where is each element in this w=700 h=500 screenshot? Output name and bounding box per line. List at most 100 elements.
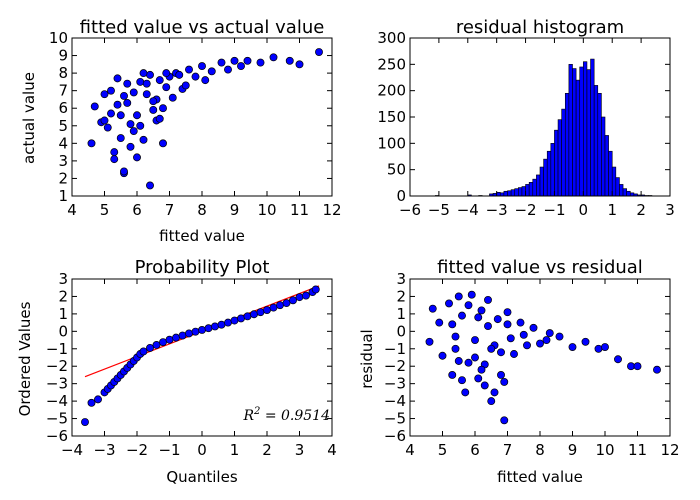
panel-fitted-vs-residual-ylabel: residual [358,329,376,388]
panel-probability-plot-point [276,301,284,310]
panel-probability-plot-point [217,320,226,329]
panel-residual-histogram-bar [583,61,588,197]
panel-probability-plot-point [311,285,320,294]
panel-fitted-vs-actual-point [198,62,206,71]
panel-residual-histogram-title: residual histogram [456,17,624,38]
panel-fitted-vs-residual: fitted value vs residual fitted value re… [358,257,680,486]
panel-residual-histogram-bar [554,129,559,197]
panel-fitted-vs-residual-point [464,301,473,310]
panel-fitted-vs-actual-point [155,76,164,85]
panel-fitted-vs-residual-xtick-label: 5 [438,441,448,459]
panel-residual-histogram-bar [572,68,577,197]
panel-residual-histogram-bar [518,187,523,197]
panel-fitted-vs-residual-point [474,313,483,322]
panel-fitted-vs-actual-point [136,121,145,130]
panel-residual-histogram-bar [528,182,534,197]
panel-fitted-vs-residual-point [474,374,483,383]
panel-fitted-vs-residual-point [510,350,518,358]
panel-probability-plot-ytick-label: 3 [58,270,68,288]
panel-fitted-vs-actual-point [162,83,171,92]
panel-fitted-vs-actual-point [116,111,125,120]
panel-residual-histogram-bar [503,190,508,197]
panel-fitted-vs-residual-ytick-label: 0 [396,322,406,340]
panel-probability-plot-r-squared-annotation: R2 = 0.9514 [242,406,330,424]
panel-fitted-vs-residual-point [490,388,499,397]
panel-fitted-vs-actual-ytick-label: 8 [58,64,68,82]
panel-residual-histogram-xtick-label: 2 [636,201,646,219]
panel-residual-histogram-bar [536,174,541,197]
panel-probability-plot-point [165,335,174,344]
panel-residual-histogram: residual histogram −6 −5 −4 −3 −2 −1 0 1 2 305010… [377,17,674,219]
panel-residual-histogram-bar [539,166,544,197]
panel-fitted-vs-actual-point [237,62,245,71]
panel-fitted-vs-residual-point [519,330,528,339]
panel-fitted-vs-actual-point [87,139,96,148]
panel-residual-histogram-bar [593,85,599,197]
panel-fitted-vs-residual-xtick-label: 6 [470,441,480,459]
panel-fitted-vs-actual-point [315,48,323,56]
panel-probability-plot-point [198,325,206,334]
panel-fitted-vs-residual-point [484,295,492,304]
panel-residual-histogram-bar [579,66,584,197]
panel-fitted-vs-residual-point [503,308,512,317]
panel-fitted-vs-actual-point [295,60,304,69]
panel-probability-plot-ytick-label: 2 [58,287,68,305]
panel-fitted-vs-actual-point [120,91,128,100]
panel-residual-histogram-bar [521,186,526,197]
panel-fitted-vs-actual-point [175,70,184,79]
panel-probability-plot-point [256,308,265,317]
panel-residual-histogram-xtick-label: −3 [486,201,508,219]
panel-residual-histogram-xtick-label: −2 [514,201,536,219]
panel-residual-histogram-bar [507,190,512,197]
panel-fitted-vs-actual-point [191,72,200,81]
panel-fitted-vs-actual-point [146,70,154,79]
panel-residual-histogram-ytick-label: 50 [387,161,406,179]
panel-fitted-vs-actual-point [224,65,232,74]
panel-probability-plot-point [211,322,219,331]
panel-probability-plot-point [295,293,304,302]
panel-fitted-vs-residual-ytick-label: −6 [384,427,406,445]
panel-probability-plot-point [250,310,258,319]
panel-fitted-vs-actual-ytick-label: 4 [58,134,68,152]
panel-fitted-vs-actual-xtick-label: 12 [322,201,341,219]
panel-probability-plot-point [146,343,154,352]
panel-fitted-vs-residual-point [480,381,489,390]
panel-residual-histogram-bar [622,188,627,197]
panel-fitted-vs-actual-point [159,139,167,148]
panel-fitted-vs-residual-point [581,337,590,346]
panel-residual-histogram-bar [514,188,519,197]
panel-probability-plot-point [178,331,187,340]
panel-fitted-vs-residual-point [594,344,603,353]
panel-fitted-vs-actual-ytick-label: 7 [58,82,68,100]
panel-residual-histogram-bar [619,184,624,197]
panel-fitted-vs-residual-point [448,320,457,329]
panel-probability-plot-ytick-label: −1 [46,340,68,358]
panel-fitted-vs-actual-point [149,106,158,114]
panel-fitted-vs-residual-point [601,343,609,351]
panel-fitted-vs-residual-xtick-label: 10 [595,441,614,459]
panel-fitted-vs-residual-point [568,343,577,351]
panel-residual-histogram-bar [604,135,609,197]
panel-fitted-vs-actual-point [181,81,190,90]
panel-probability-plot-point [224,318,232,327]
panel-fitted-vs-actual-point [129,88,138,97]
panel-fitted-vs-actual-point [155,114,164,123]
panel-fitted-vs-actual-point [123,99,132,107]
panel-fitted-vs-actual-point [185,65,193,74]
panel-fitted-vs-residual-xtick-label: 4 [405,441,415,459]
panel-residual-histogram-bar [590,58,595,197]
panel-fitted-vs-actual-point [139,69,148,78]
panel-fitted-vs-residual-point [471,353,479,362]
panel-residual-histogram-xtick-label: 3 [665,201,675,219]
panel-probability-plot-point [269,303,278,312]
panel-residual-histogram-ytick-label: 200 [377,82,406,100]
panel-residual-histogram-bar [597,93,602,197]
panel-fitted-vs-residual-point [438,351,447,360]
panel-fitted-vs-actual-point [142,90,151,99]
panel-fitted-vs-residual-point [545,329,554,338]
panel-fitted-vs-residual-point [435,318,444,327]
panel-fitted-vs-residual-ytick-label: −1 [384,340,406,358]
panel-probability-plot-xtick-label: 3 [295,441,305,459]
panel-fitted-vs-residual-point [458,311,466,320]
